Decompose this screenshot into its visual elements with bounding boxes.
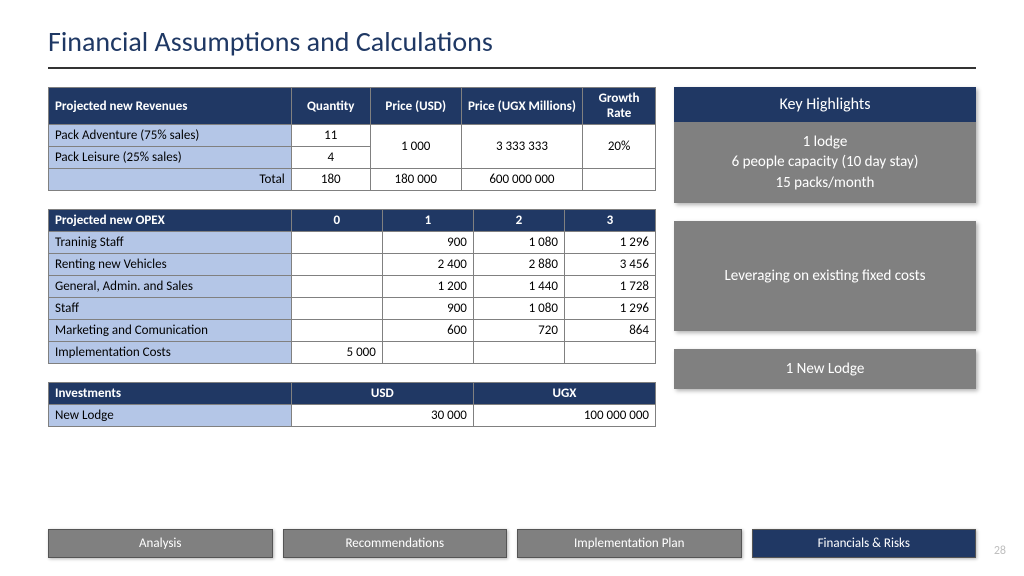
cell: 600 000 000 [461, 169, 582, 191]
cell: 720 [473, 320, 564, 342]
opex-table: Projected new OPEX 0 1 2 3 Traninig Staf… [48, 209, 656, 364]
row-label: Marketing and Comunication [49, 320, 292, 342]
cell [382, 342, 473, 364]
highlights-column: Key Highlights 1 lodge 6 people capacity… [674, 87, 976, 427]
row-label: General, Admin. and Sales [49, 276, 292, 298]
page-title: Financial Assumptions and Calculations [48, 24, 976, 59]
cell: 100 000 000 [473, 405, 655, 427]
row-label: New Lodge [49, 405, 292, 427]
cell [291, 254, 382, 276]
cell [291, 232, 382, 254]
panel-body: 1 New Lodge [674, 349, 976, 389]
nav-tabs: Analysis Recommendations Implementation … [48, 529, 976, 558]
col-header: Projected new OPEX [49, 210, 292, 232]
cell [291, 320, 382, 342]
cell: 600 [382, 320, 473, 342]
cell: 1 440 [473, 276, 564, 298]
cell: 1 296 [564, 298, 655, 320]
col-header: Growth Rate [583, 88, 656, 125]
col-header: Projected new Revenues [49, 88, 292, 125]
row-label: Traninig Staff [49, 232, 292, 254]
cell: 30 000 [291, 405, 473, 427]
cell: 2 400 [382, 254, 473, 276]
table-row: Marketing and Comunication 600720864 [49, 320, 656, 342]
tables-column: Projected new Revenues Quantity Price (U… [48, 87, 656, 427]
investment-highlight-panel: 1 New Lodge [674, 349, 976, 389]
cell [473, 342, 564, 364]
tab-implementation-plan[interactable]: Implementation Plan [517, 529, 742, 558]
cell: 11 [291, 125, 370, 147]
panel-body: Leveraging on existing fixed costs [674, 221, 976, 331]
slide: Financial Assumptions and Calculations P… [0, 0, 1024, 576]
cell: 2 880 [473, 254, 564, 276]
highlight-line: 15 packs/month [680, 173, 970, 193]
col-header: Price (UGX Millions) [461, 88, 582, 125]
row-label: Total [49, 169, 292, 191]
table-row: Staff 9001 0801 296 [49, 298, 656, 320]
content-row: Projected new Revenues Quantity Price (U… [48, 87, 976, 427]
col-header: Investments [49, 383, 292, 405]
row-label: Pack Adventure (75% sales) [49, 125, 292, 147]
table-row: General, Admin. and Sales 1 2001 4401 728 [49, 276, 656, 298]
cell: 3 333 333 [461, 125, 582, 169]
highlight-line: 6 people capacity (10 day stay) [680, 152, 970, 172]
cell [564, 342, 655, 364]
cell: 1 200 [382, 276, 473, 298]
tab-financials-risks[interactable]: Financials & Risks [752, 529, 977, 558]
row-label: Staff [49, 298, 292, 320]
cell: 3 456 [564, 254, 655, 276]
opex-highlight-panel: Leveraging on existing fixed costs [674, 221, 976, 331]
table-row: Pack Adventure (75% sales) 11 1 000 3 33… [49, 125, 656, 147]
cell: 180 [291, 169, 370, 191]
cell: 900 [382, 232, 473, 254]
highlight-line: 1 lodge [680, 132, 970, 152]
cell: 4 [291, 147, 370, 169]
table-row: Implementation Costs5 000 [49, 342, 656, 364]
cell: 1 000 [370, 125, 461, 169]
col-header: 2 [473, 210, 564, 232]
cell: 900 [382, 298, 473, 320]
table-row: Renting new Vehicles 2 4002 8803 456 [49, 254, 656, 276]
col-header: 0 [291, 210, 382, 232]
key-highlights-panel: Key Highlights 1 lodge 6 people capacity… [674, 87, 976, 203]
table-header-row: Investments USD UGX [49, 383, 656, 405]
tab-analysis[interactable]: Analysis [48, 529, 273, 558]
investments-table: Investments USD UGX New Lodge 30 000 100… [48, 382, 656, 427]
cell: 180 000 [370, 169, 461, 191]
table-row: Traninig Staff 9001 0801 296 [49, 232, 656, 254]
title-divider [48, 67, 976, 69]
row-label: Pack Leisure (25% sales) [49, 147, 292, 169]
table-total-row: Total 180 180 000 600 000 000 [49, 169, 656, 191]
col-header: 3 [564, 210, 655, 232]
col-header: Price (USD) [370, 88, 461, 125]
panel-title: Key Highlights [674, 87, 976, 122]
cell: 1 080 [473, 298, 564, 320]
cell: 5 000 [291, 342, 382, 364]
cell [291, 298, 382, 320]
cell: 1 296 [564, 232, 655, 254]
tab-recommendations[interactable]: Recommendations [283, 529, 508, 558]
col-header: Quantity [291, 88, 370, 125]
cell [583, 169, 656, 191]
cell: 1 080 [473, 232, 564, 254]
cell: 864 [564, 320, 655, 342]
table-header-row: Projected new OPEX 0 1 2 3 [49, 210, 656, 232]
col-header: USD [291, 383, 473, 405]
cell: 20% [583, 125, 656, 169]
col-header: 1 [382, 210, 473, 232]
table-row: New Lodge 30 000 100 000 000 [49, 405, 656, 427]
cell [291, 276, 382, 298]
revenues-table: Projected new Revenues Quantity Price (U… [48, 87, 656, 191]
table-header-row: Projected new Revenues Quantity Price (U… [49, 88, 656, 125]
page-number: 28 [994, 544, 1006, 558]
panel-body: 1 lodge 6 people capacity (10 day stay) … [674, 122, 976, 203]
row-label: Implementation Costs [49, 342, 292, 364]
col-header: UGX [473, 383, 655, 405]
row-label: Renting new Vehicles [49, 254, 292, 276]
cell: 1 728 [564, 276, 655, 298]
